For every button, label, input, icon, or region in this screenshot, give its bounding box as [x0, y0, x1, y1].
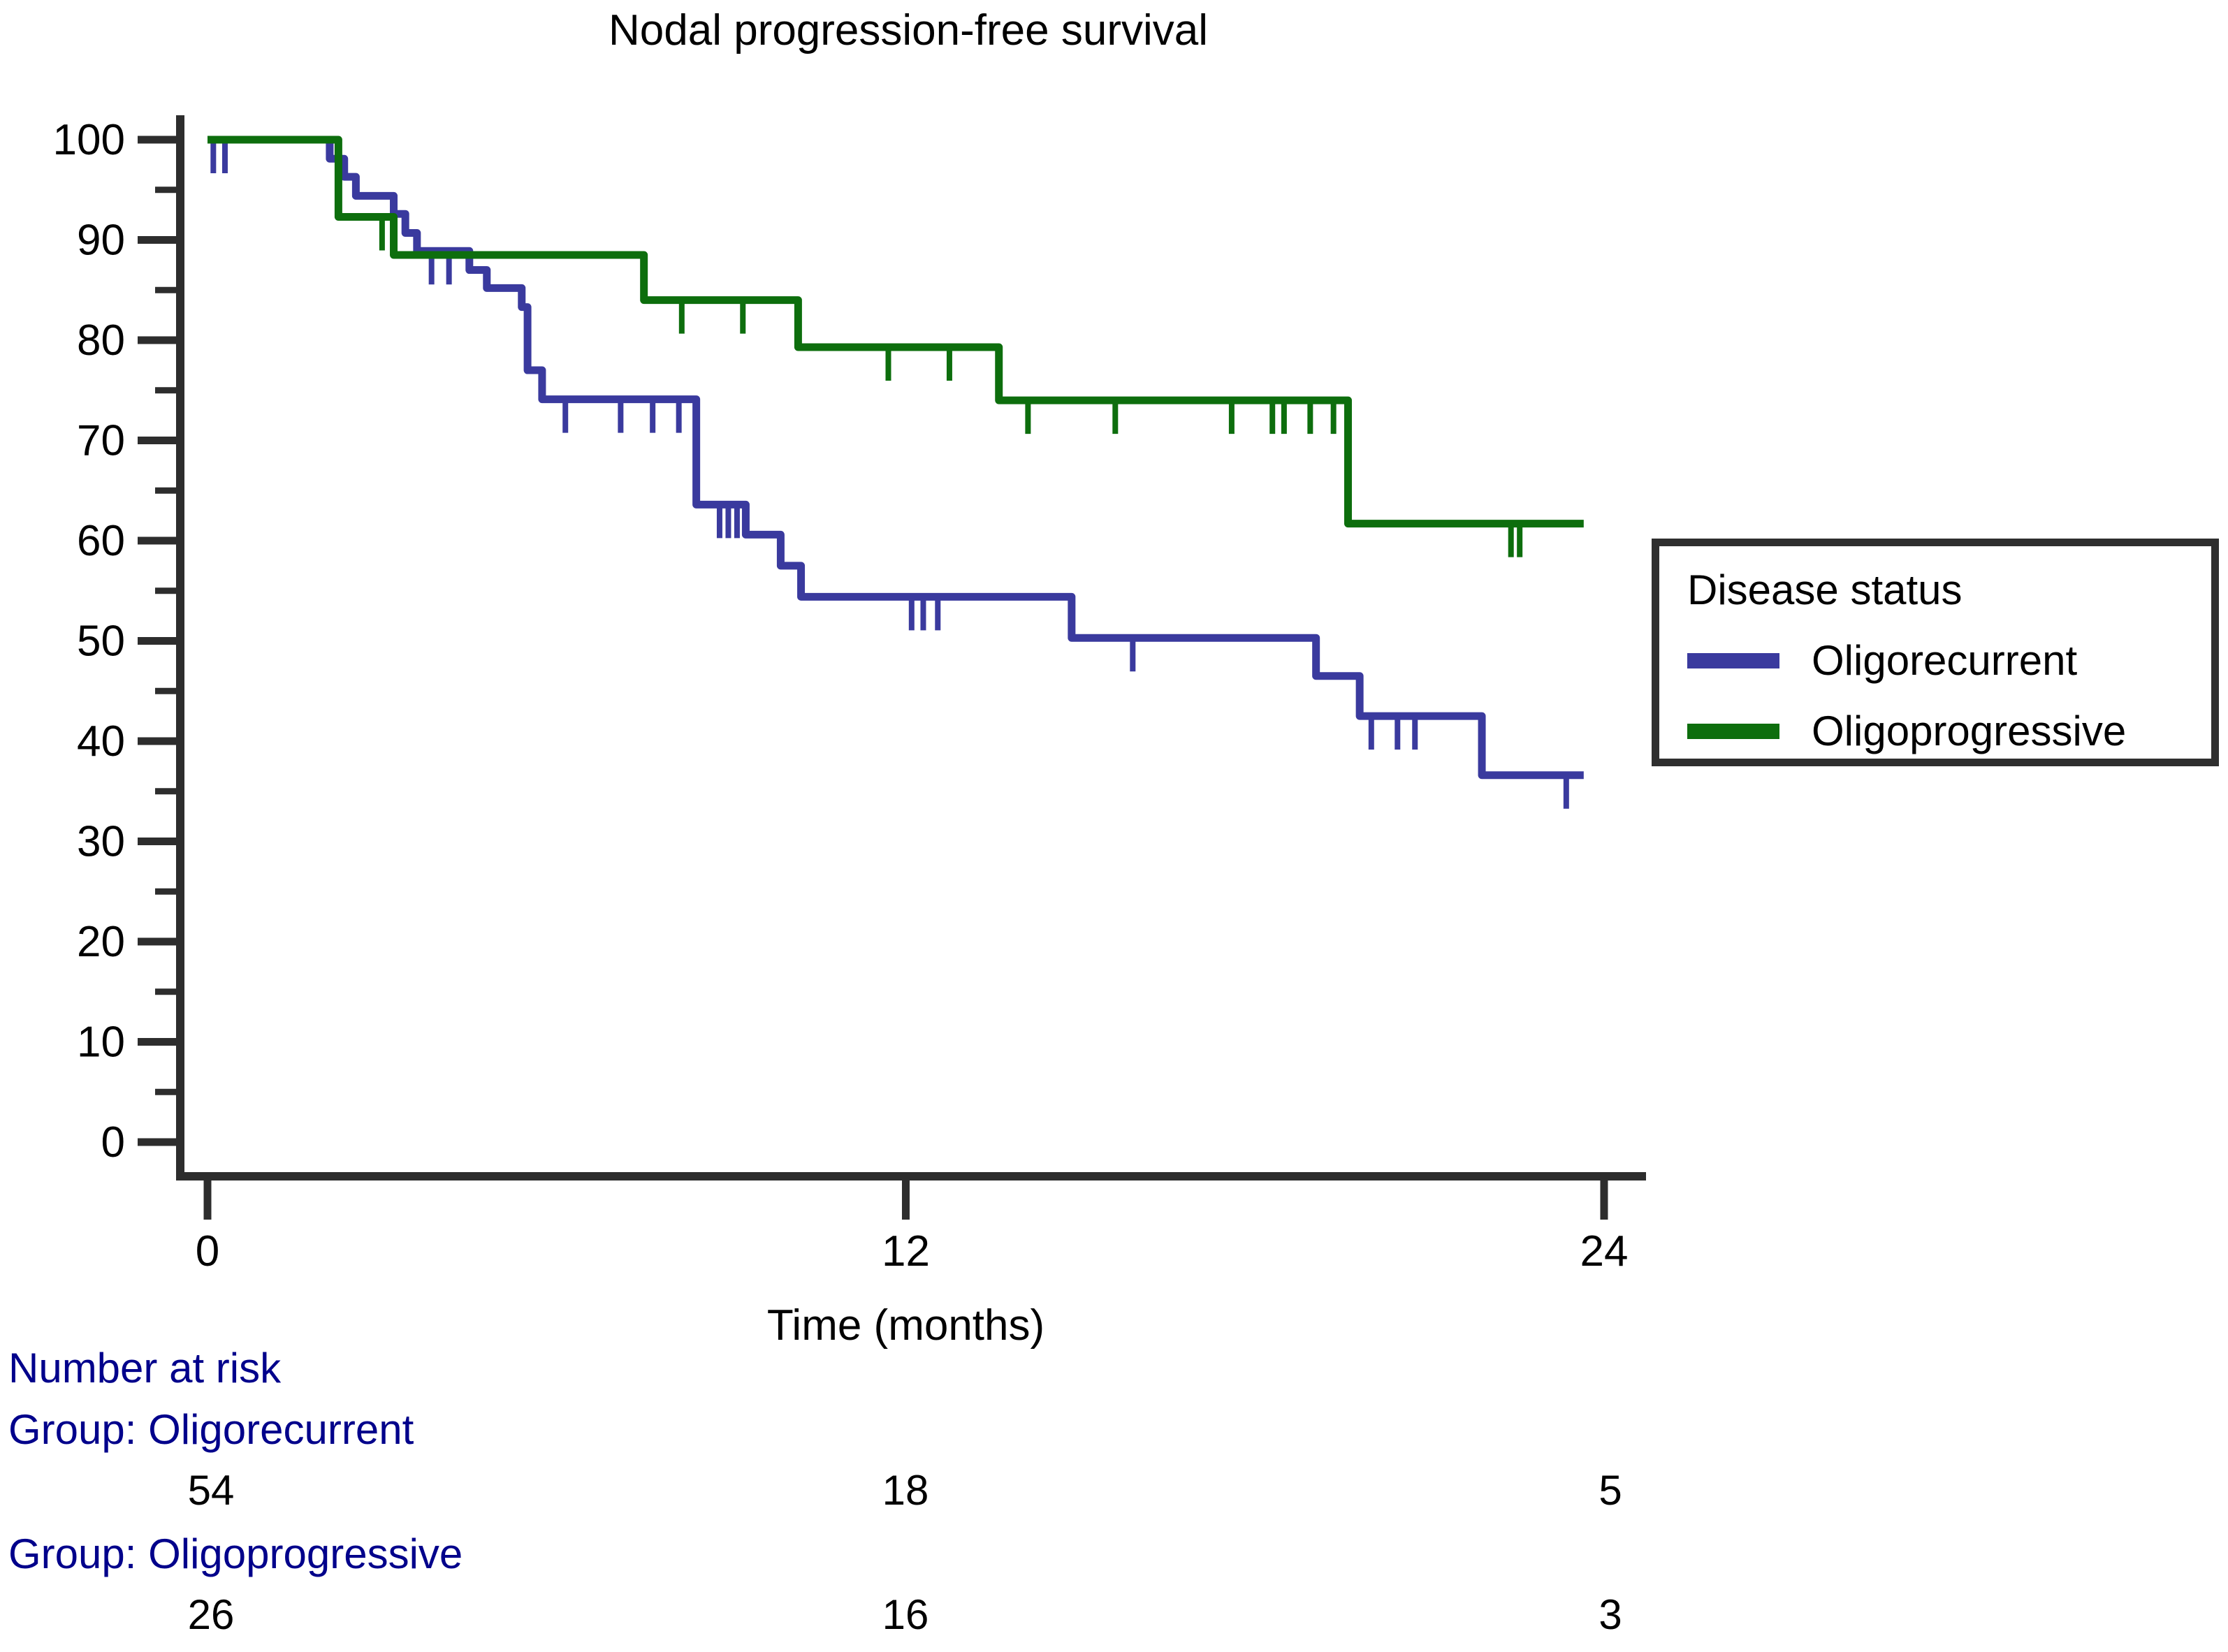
x-tick-label: 24 [1580, 1227, 1628, 1275]
x-tick-label: 12 [882, 1227, 930, 1275]
y-tick-label: 40 [77, 717, 125, 766]
y-tick-label: 30 [77, 818, 125, 866]
y-tick-label: 80 [77, 316, 125, 365]
legend-box: Disease status Oligorecurrent Oligoprogr… [1652, 539, 2219, 766]
y-tick-label: 50 [77, 617, 125, 666]
risk-value: 3 [1599, 1591, 1622, 1638]
chart-title: Nodal progression-free survival [608, 6, 1209, 54]
legend-label-oligoprogressive: Oligoprogressive [1812, 708, 2127, 754]
oligorecurrent-survival-curve [207, 136, 1584, 780]
risk-table-header: Number at risk [8, 1345, 282, 1391]
risk-value: 5 [1599, 1467, 1622, 1514]
legend-title: Disease status [1687, 566, 1963, 613]
risk-value: 18 [882, 1467, 929, 1514]
risk-value: 26 [187, 1591, 235, 1638]
risk-group-label-oligoprogressive: Group: Oligoprogressive [8, 1530, 463, 1577]
oligoprogressive-survival-curve [207, 136, 1584, 528]
legend-label-oligorecurrent: Oligorecurrent [1812, 637, 2078, 684]
y-tick-label: 20 [77, 918, 125, 966]
y-tick-label: 0 [101, 1118, 125, 1167]
risk-group-label-oligorecurrent: Group: Oligorecurrent [8, 1406, 414, 1453]
legend-row-oligorecurrent: Oligorecurrent [1687, 636, 2211, 685]
y-tick-label: 100 [53, 116, 125, 164]
y-tick-label: 60 [77, 517, 125, 565]
y-tick-label: 90 [77, 217, 125, 265]
risk-value: 16 [882, 1591, 929, 1638]
x-axis-title: Time (months) [766, 1301, 1045, 1350]
oligoprogressive-line-swatch [1687, 723, 1779, 739]
x-tick-label: 0 [196, 1227, 219, 1275]
y-tick-label: 70 [77, 417, 125, 465]
oligorecurrent-line-swatch [1687, 652, 1779, 668]
legend-row-oligoprogressive: Oligoprogressive [1687, 707, 2211, 755]
y-tick-label: 10 [77, 1018, 125, 1067]
risk-value: 54 [187, 1467, 235, 1514]
